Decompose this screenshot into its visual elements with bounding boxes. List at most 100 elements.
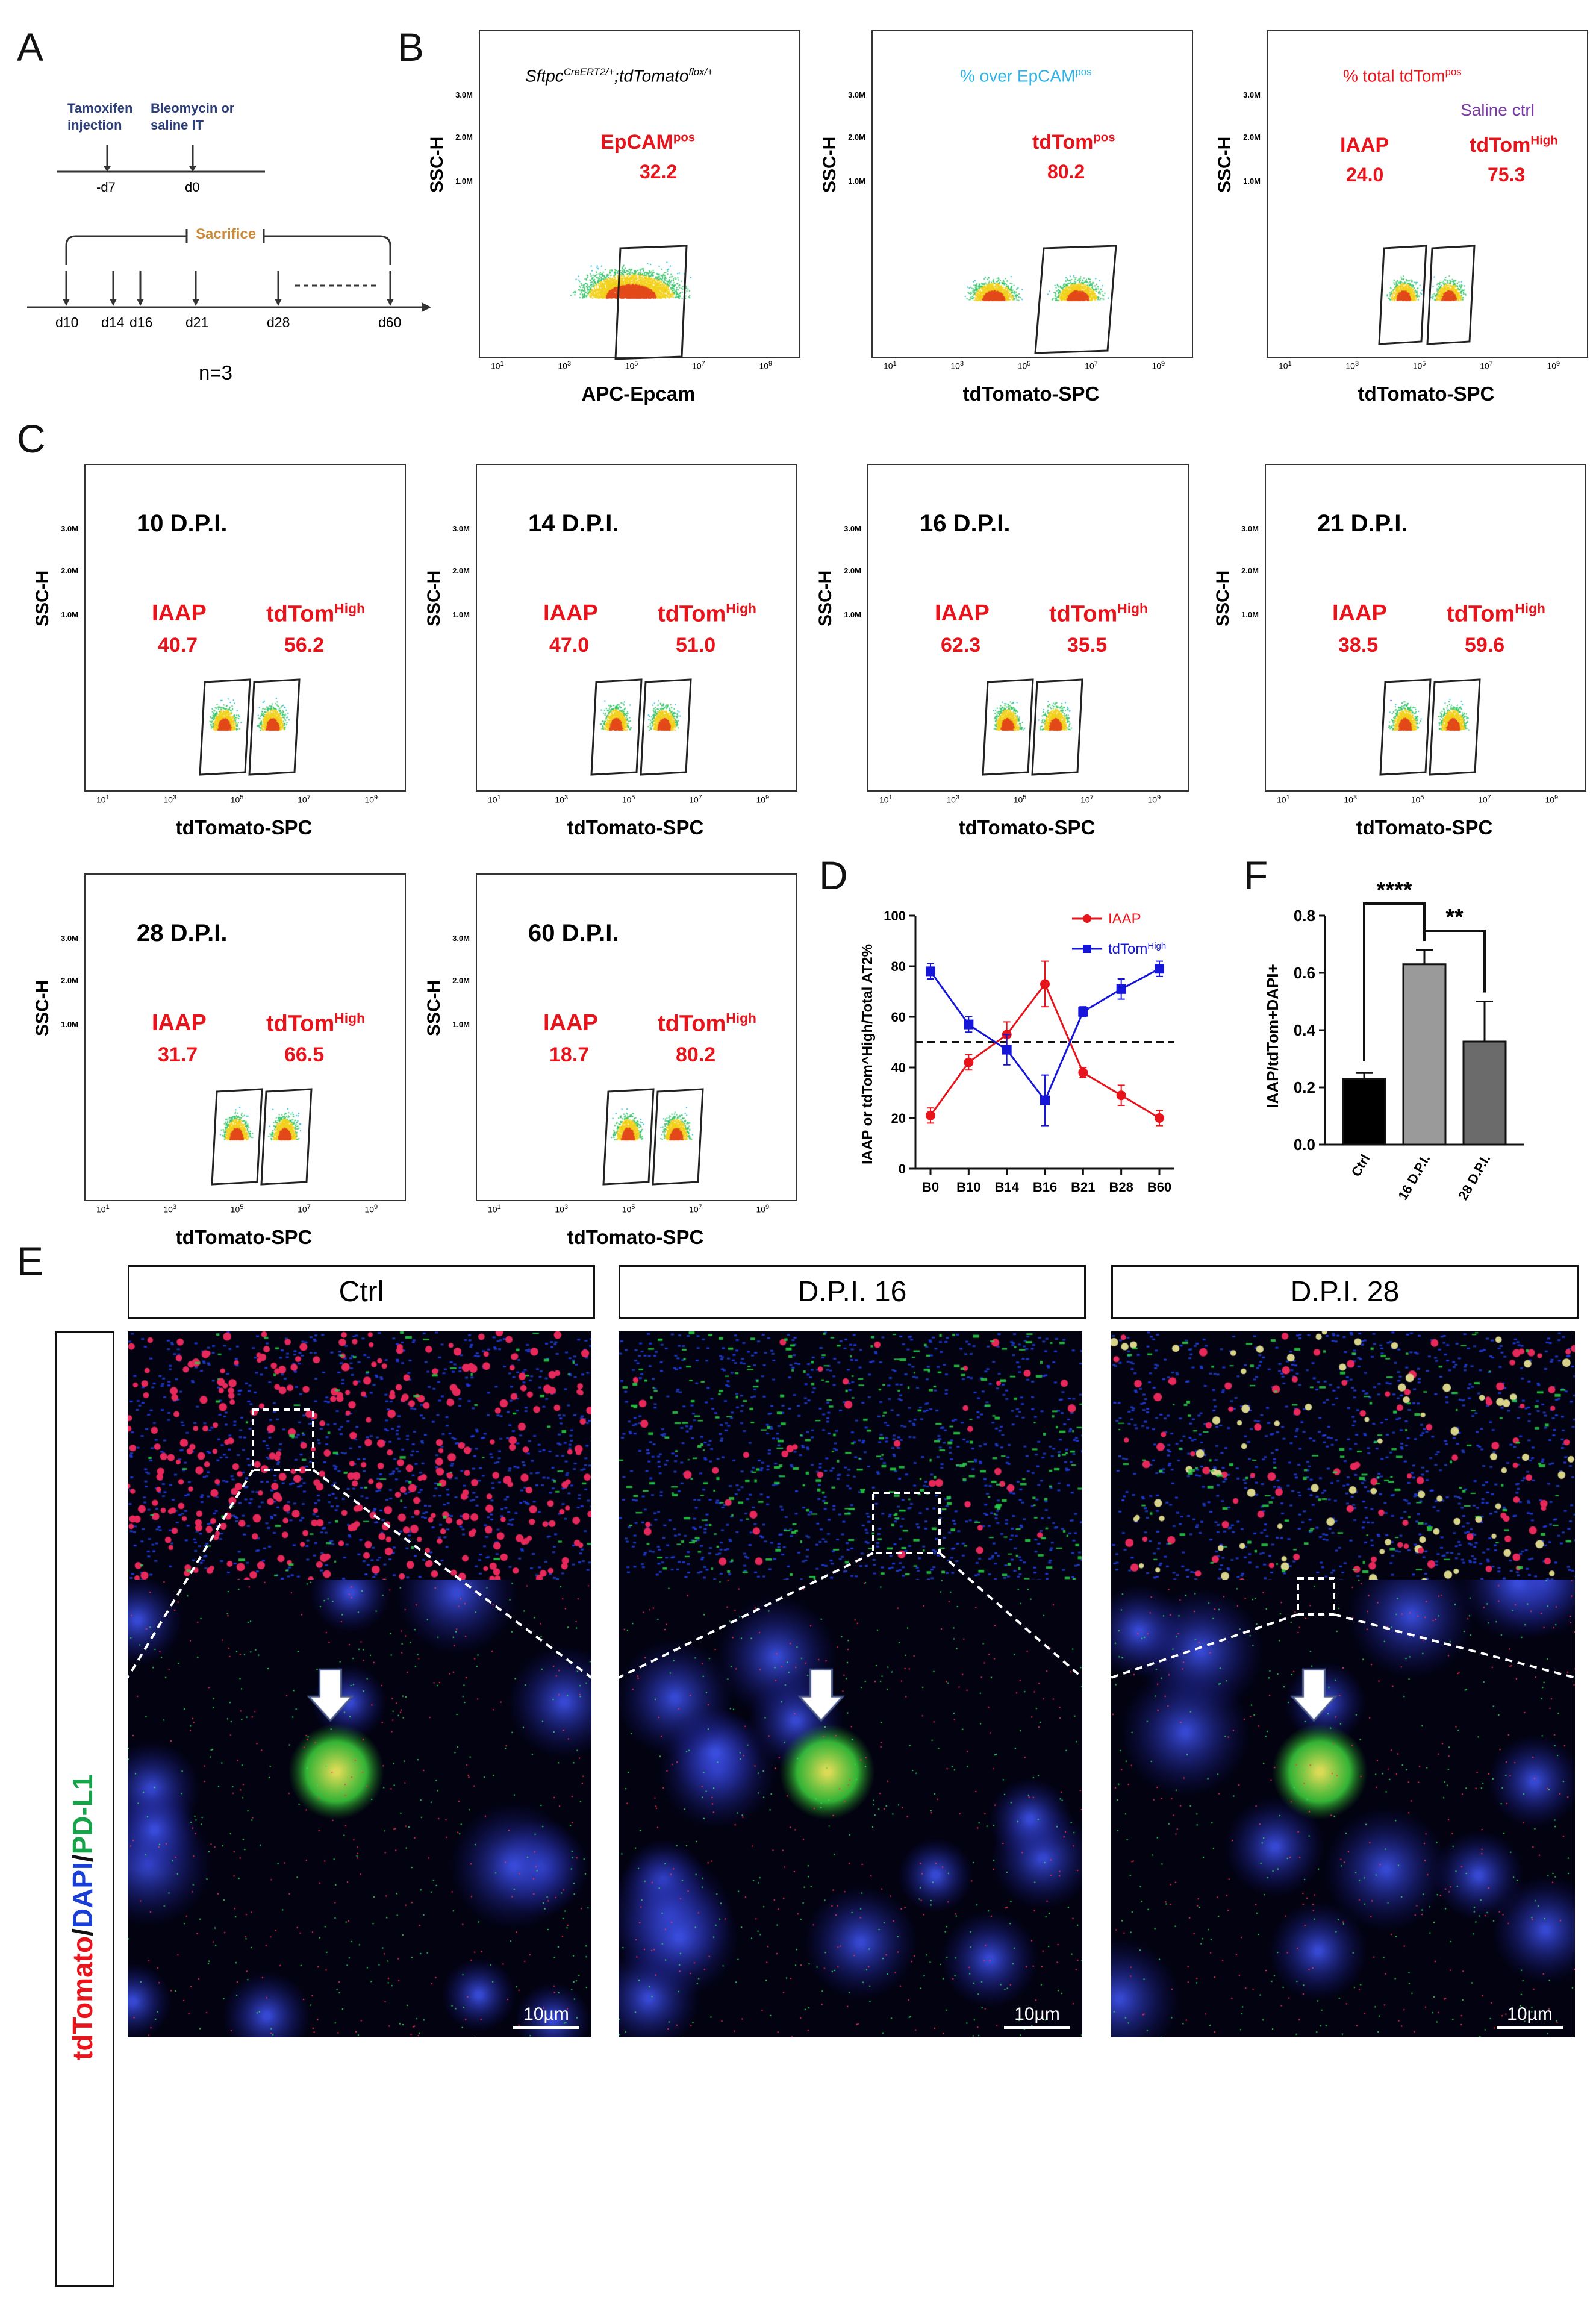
y-tick-label: 3.0M <box>61 524 78 533</box>
x-tick-label: 103 <box>555 1204 569 1214</box>
gate-polygon <box>1034 245 1117 354</box>
scatter-points <box>86 875 405 1200</box>
data-point <box>1040 1095 1050 1105</box>
y-tick-label: 2.0M <box>452 976 470 985</box>
x-tick-exp: 3 <box>564 794 569 801</box>
x-tick-exp: 9 <box>1556 360 1560 367</box>
bar <box>1462 1040 1507 1146</box>
data-point <box>1040 979 1050 989</box>
x-tick-exp: 3 <box>959 360 964 367</box>
y-tick-label: 80 <box>891 959 906 974</box>
y-tick-label: 0.4 <box>1294 1021 1316 1039</box>
gate-iaap <box>1378 245 1427 345</box>
scale-bar-line <box>1004 2026 1070 2029</box>
high-sup: High <box>334 601 365 616</box>
flow-plot-b2: % total tdTompos Saline ctrl IAAP 24.0 tdTom… <box>1267 30 1588 358</box>
x-tick-label: 107 <box>1478 794 1491 805</box>
x-tick-label: 109 <box>756 794 770 805</box>
sacrifice-label: Sacrifice <box>196 226 257 242</box>
sig-label-1: **** <box>1376 878 1412 903</box>
flow-plot-c3: 21 D.P.I. IAAP 38.5 tdTomHigh 59.6 <box>1265 464 1586 792</box>
x-tick-exp: 1 <box>497 794 501 801</box>
x-tick-label: 105 <box>1013 794 1027 805</box>
y-tick-label: 1.0M <box>452 1020 470 1029</box>
scale-bar-label: 10µm <box>1014 2004 1060 2024</box>
high-label: tdTomHigh <box>1049 601 1148 628</box>
gate-polygon <box>199 678 251 776</box>
high-label: tdTomHigh <box>266 1010 365 1037</box>
gate-iaap <box>982 678 1034 776</box>
x-tick-label: B21 <box>1071 1180 1095 1195</box>
iaap-value: 31.7 <box>158 1043 198 1066</box>
flow-plot-c2: 16 D.P.I. IAAP 62.3 tdTomHigh 35.5 <box>867 464 1189 792</box>
gate-high <box>260 1088 313 1186</box>
high-main: tdTom <box>266 1011 335 1037</box>
x-tick-exp: 7 <box>307 794 311 801</box>
y-tick-label: 2.0M <box>844 566 861 575</box>
y-tick-label: 3.0M <box>844 524 861 533</box>
y-tick-label: 0.8 <box>1294 907 1315 925</box>
x-tick-label: 107 <box>298 1204 311 1214</box>
sample-title: SftpcCreERT2/+;tdTomatoflox/+ <box>525 66 713 86</box>
x-tick-label: 103 <box>163 794 177 805</box>
gate-polygon <box>1379 678 1432 776</box>
y-tick-label: 1.0M <box>455 177 473 186</box>
stain-slash-2: / <box>67 1854 98 1863</box>
iaap-label: IAAP <box>152 601 207 626</box>
title-part1-sup: CreERT2/+ <box>563 66 614 78</box>
note-sup: pos <box>1075 66 1092 78</box>
iaap-label: IAAP <box>935 601 990 626</box>
y-tick-label: 2.0M <box>848 133 865 142</box>
epcam-label-sup: pos <box>673 131 696 145</box>
iaap-value: 38.5 <box>1338 634 1379 657</box>
x-tick-exp: 5 <box>1422 360 1426 367</box>
x-axis-label: tdTomato-SPC <box>962 383 1100 405</box>
high-main: tdTom <box>1049 601 1118 627</box>
x-axis-label: tdTomato-SPC <box>958 816 1096 839</box>
x-tick-label: 103 <box>555 794 569 805</box>
y-tick-label: 2.0M <box>61 566 78 575</box>
panel-letter-d: D <box>819 853 848 898</box>
gate-label: EpCAMpos <box>600 131 695 154</box>
x-tick-label: B14 <box>994 1180 1019 1195</box>
y-tick-label: 3.0M <box>848 90 865 99</box>
panel-letter-e: E <box>17 1239 44 1283</box>
high-label: tdTomHigh <box>266 601 365 628</box>
high-label: tdTomHigh <box>658 1010 756 1037</box>
x-tick-exp: 1 <box>105 794 110 801</box>
x-axis-label: tdTomato-SPC <box>567 1226 704 1248</box>
x-tick-label: 103 <box>950 360 964 371</box>
legend-marker-high <box>1083 945 1091 953</box>
x-tick-label: 109 <box>1147 794 1161 805</box>
y-tick-label: 1.0M <box>61 610 78 619</box>
dpi-title: 28 D.P.I. <box>137 920 228 946</box>
scatter-points <box>477 465 796 790</box>
y-tick-label: 0 <box>899 1161 906 1176</box>
gate-polygon <box>982 678 1034 776</box>
x-tick-exp: 3 <box>1353 794 1358 801</box>
gate-label: tdTompos <box>1032 131 1115 154</box>
gate-high <box>1031 678 1083 776</box>
x-tick-exp: 9 <box>765 794 770 801</box>
high-sup: High <box>1515 601 1545 616</box>
x-tick-label: 101 <box>96 1204 110 1214</box>
event-tamoxifen: Tamoxifen injection <box>67 101 133 133</box>
iaap-label: IAAP <box>1340 134 1389 157</box>
micrograph-image <box>1111 1580 1575 2037</box>
iaap-label: IAAP <box>543 601 598 626</box>
x-tick-exp: 3 <box>172 794 177 801</box>
scatter-points <box>868 465 1188 790</box>
gate-polygon <box>640 678 692 776</box>
y-tick-label: 3.0M <box>1243 90 1261 99</box>
flow-plot-b0: SftpcCreERT2/+;tdTomatoflox/+ EpCAMpos 32.… <box>479 30 800 360</box>
x-tick-exp: 3 <box>955 794 960 801</box>
y-tick-label: 100 <box>884 908 906 923</box>
pct-note: % over EpCAMpos <box>960 66 1091 86</box>
gate-polygon <box>652 1088 704 1186</box>
gate-iaap <box>211 1088 263 1186</box>
scatter-points <box>873 31 1192 357</box>
gate-tdtom <box>1034 245 1117 354</box>
iaap-value: 62.3 <box>941 634 981 657</box>
x-tick-label: 16 D.P.I. <box>1395 1152 1433 1202</box>
x-tick-exp: 1 <box>105 1204 110 1211</box>
